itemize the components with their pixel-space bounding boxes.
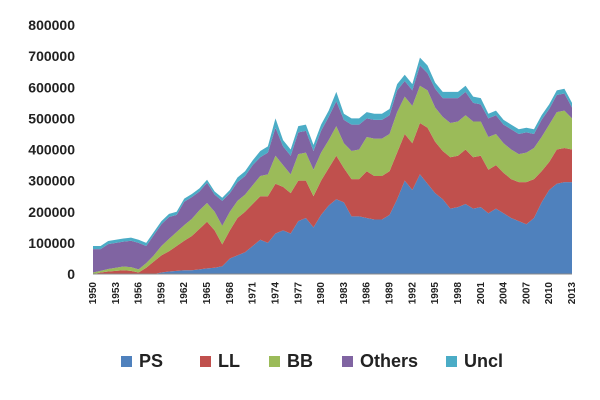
x-tick-label: 1959 <box>156 282 167 305</box>
legend-swatch <box>446 356 457 367</box>
legend-label: Uncl <box>464 351 503 371</box>
area-series-bb <box>93 85 572 274</box>
x-tick-label: 2013 <box>567 282 578 305</box>
legend-swatch <box>269 356 280 367</box>
y-tick-label: 800000 <box>28 17 75 33</box>
y-axis-tick-labels: 0 100000 200000 300000 400000 500000 600000 700… <box>28 17 75 282</box>
x-tick-label: 1962 <box>179 282 190 305</box>
legend-item-ll: LL <box>200 351 240 371</box>
area-series-others <box>93 65 572 273</box>
x-tick-label: 2004 <box>499 282 510 305</box>
legend-label: LL <box>218 351 240 371</box>
x-tick-label: 1980 <box>316 282 327 305</box>
x-tick-label: 1953 <box>111 282 122 305</box>
legend-item-uncl: Uncl <box>446 351 503 371</box>
legend-item-others: Others <box>342 351 418 371</box>
x-tick-label: 1950 <box>88 282 99 305</box>
x-tick-label: 1998 <box>453 282 464 305</box>
x-tick-label: 1983 <box>339 282 350 305</box>
x-tick-label: 1977 <box>293 282 304 305</box>
x-tick-label: 2010 <box>544 282 555 305</box>
y-tick-label: 600000 <box>28 79 75 95</box>
legend-swatch <box>200 356 211 367</box>
legend: PS LL BB Others Uncl <box>121 351 503 371</box>
legend-label: PS <box>139 351 163 371</box>
x-axis-tick-labels: 1950 1953 1956 1959 1962 1965 1968 1971 1974 1977… <box>88 282 578 305</box>
y-tick-label: 0 <box>67 266 75 282</box>
x-tick-label: 2007 <box>521 282 532 305</box>
legend-swatch <box>121 356 132 367</box>
area-series-group <box>93 57 572 274</box>
y-tick-label: 400000 <box>28 142 75 158</box>
area-series-ps <box>93 174 572 274</box>
x-tick-label: 1989 <box>385 282 396 305</box>
legend-item-bb: BB <box>269 351 313 371</box>
area-series-ll <box>93 123 572 274</box>
legend-item-ps: PS <box>121 351 163 371</box>
y-tick-label: 500000 <box>28 110 75 126</box>
x-tick-label: 1956 <box>134 282 145 305</box>
x-tick-label: 2001 <box>476 282 487 305</box>
x-tick-label: 1971 <box>248 282 259 305</box>
legend-label: BB <box>287 351 313 371</box>
x-tick-label: 1968 <box>225 282 236 305</box>
y-tick-label: 300000 <box>28 173 75 189</box>
x-tick-label: 1965 <box>202 282 213 305</box>
x-tick-label: 1995 <box>430 282 441 305</box>
x-tick-label: 1992 <box>407 282 418 305</box>
x-tick-label: 1986 <box>362 282 373 305</box>
legend-swatch <box>342 356 353 367</box>
y-tick-label: 200000 <box>28 204 75 220</box>
legend-label: Others <box>360 351 418 371</box>
x-tick-label: 1974 <box>270 282 281 305</box>
y-tick-label: 100000 <box>28 235 75 251</box>
y-tick-label: 700000 <box>28 48 75 64</box>
